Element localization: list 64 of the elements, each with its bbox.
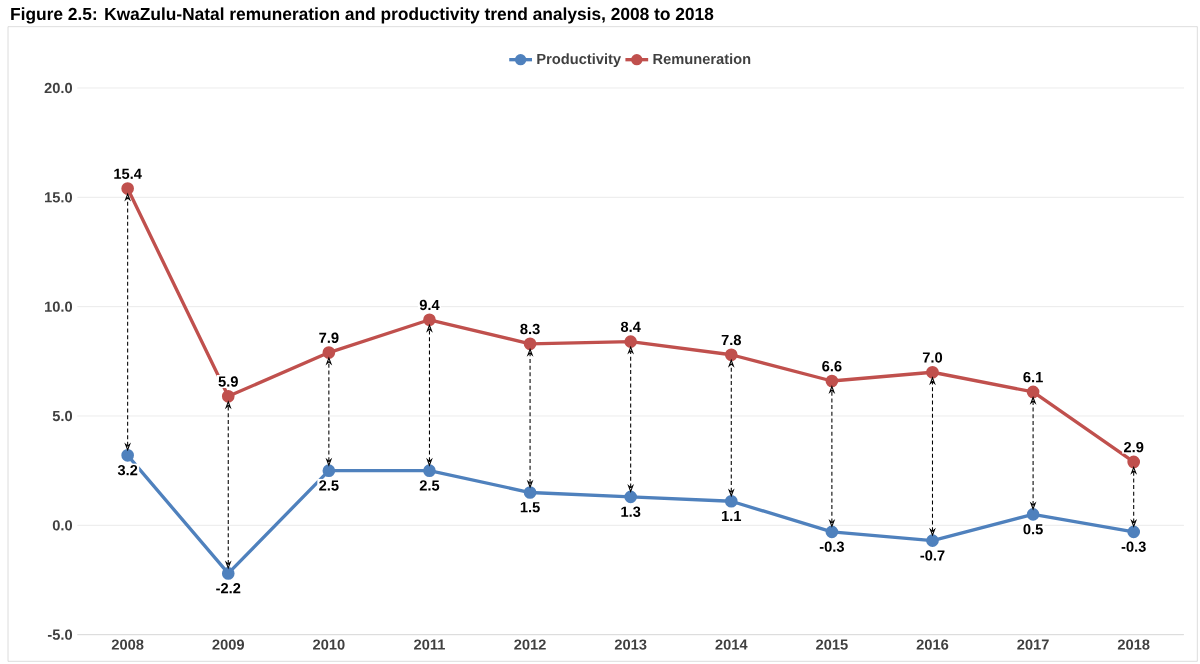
point bbox=[926, 534, 939, 547]
data-label: 6.1 bbox=[1023, 371, 1043, 383]
point bbox=[624, 490, 637, 504]
point bbox=[1026, 385, 1040, 399]
data-label: 2.5 bbox=[319, 480, 339, 491]
data-label: 0.5 bbox=[1023, 524, 1043, 535]
point bbox=[322, 346, 336, 359]
point bbox=[926, 365, 939, 379]
data-label: 5.9 bbox=[218, 376, 238, 387]
y-tick-label: -5.0 bbox=[47, 629, 73, 640]
point bbox=[121, 449, 134, 462]
x-tick-label: 2015 bbox=[816, 639, 848, 650]
x-tick-label: 2012 bbox=[514, 639, 546, 650]
data-label: 2.9 bbox=[1124, 441, 1144, 453]
x-tick-label: 2014 bbox=[715, 639, 748, 650]
point bbox=[724, 494, 738, 508]
data-label: -2.2 bbox=[216, 583, 241, 594]
point bbox=[1127, 455, 1141, 469]
data-label: -0.7 bbox=[920, 550, 945, 561]
data-label: 7.9 bbox=[319, 332, 339, 343]
x-tick-label: 2010 bbox=[313, 639, 345, 650]
data-label: 1.5 bbox=[520, 502, 540, 513]
y-tick-label: 10.0 bbox=[45, 301, 73, 312]
data-label: 8.3 bbox=[520, 323, 540, 335]
data-label: 1.3 bbox=[621, 506, 641, 517]
y-tick-label: 20.0 bbox=[44, 82, 73, 94]
data-label: 1.1 bbox=[722, 510, 742, 521]
x-tick-label: 2009 bbox=[212, 639, 245, 650]
point bbox=[221, 567, 235, 580]
data-label: 6.6 bbox=[822, 361, 842, 372]
data-label: 9.4 bbox=[419, 299, 440, 311]
point bbox=[423, 313, 436, 327]
point bbox=[523, 486, 537, 499]
x-tick-label: 2017 bbox=[1017, 639, 1049, 650]
point bbox=[221, 389, 235, 403]
point bbox=[423, 464, 436, 477]
point bbox=[624, 335, 637, 348]
point bbox=[825, 374, 839, 388]
data-label: 3.2 bbox=[117, 464, 138, 476]
data-label: 7.0 bbox=[922, 352, 943, 363]
point bbox=[1127, 525, 1141, 539]
data-label: -0.3 bbox=[1121, 541, 1146, 552]
x-tick-label: 2018 bbox=[1117, 639, 1150, 650]
y-tick-label: 5.0 bbox=[52, 410, 73, 422]
data-label: 2.5 bbox=[419, 480, 440, 491]
y-tick-label: 15.0 bbox=[45, 192, 73, 203]
point bbox=[523, 337, 537, 351]
x-tick-label: 2016 bbox=[916, 639, 949, 650]
point bbox=[322, 464, 336, 477]
data-label: 7.8 bbox=[721, 334, 742, 346]
chart-title: Figure 2.5: KwaZulu-Natal remuneration and productivity trend analysis, 2008 to 2018 bbox=[11, 7, 714, 24]
point bbox=[825, 525, 839, 539]
data-label: 15.4 bbox=[114, 168, 142, 179]
x-tick-label: 2008 bbox=[111, 639, 144, 650]
x-tick-label: 2011 bbox=[414, 639, 445, 650]
point bbox=[724, 348, 738, 362]
point bbox=[1026, 508, 1040, 521]
legend-label: Productivity bbox=[537, 53, 621, 68]
x-tick-label: 2013 bbox=[614, 639, 647, 650]
data-label: -0.3 bbox=[819, 541, 844, 552]
point bbox=[121, 182, 134, 195]
y-tick-label: 0.0 bbox=[52, 520, 73, 531]
legend-label: Remuneration bbox=[653, 53, 751, 65]
data-label: 8.4 bbox=[620, 321, 641, 333]
